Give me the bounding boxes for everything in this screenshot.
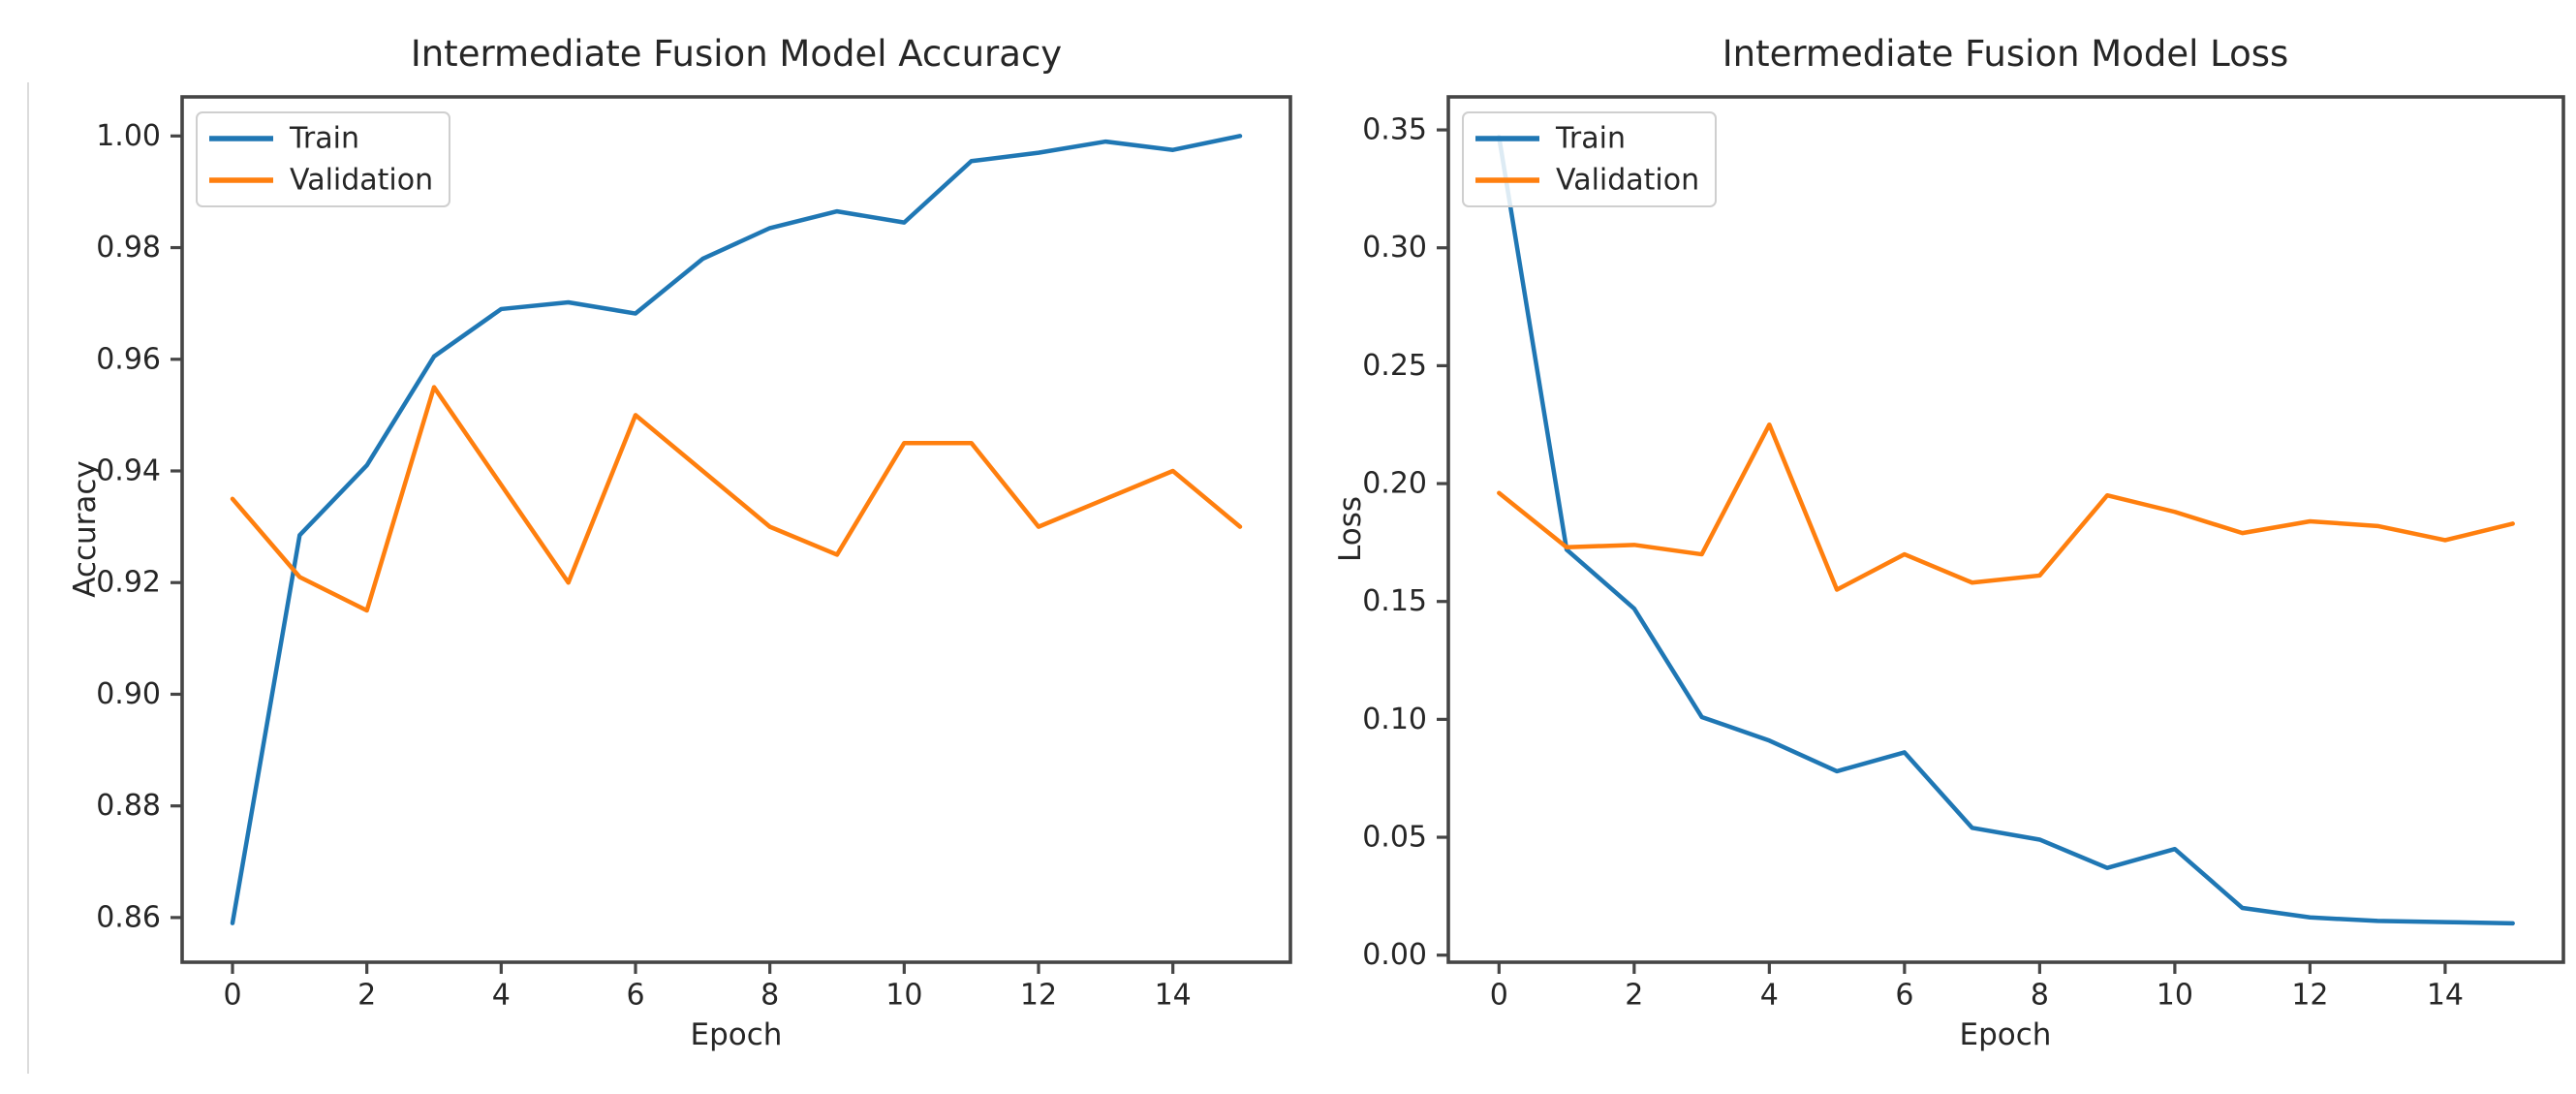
x-tick-label: 2: [357, 979, 376, 1013]
x-tick-label: 4: [1760, 979, 1779, 1013]
loss-xaxis-label: Epoch: [1959, 1017, 2052, 1052]
accuracy-yaxis-label: Accuracy: [68, 460, 103, 598]
x-tick-label: 10: [885, 979, 922, 1013]
validation-line: [1497, 422, 2515, 592]
legend: Train Validation: [1462, 111, 1717, 207]
x-tick-label: 4: [492, 979, 511, 1013]
y-tick-label: 0.15: [1362, 584, 1427, 618]
legend-train-label: Train: [1555, 122, 1626, 156]
loss-chart: 0 2 4 6 8 10 12 14 0.00 0.05 0.10 0.15 0.20 0.25 0.30 0…: [1362, 95, 2565, 1013]
x-tick-label: 14: [2427, 979, 2464, 1013]
axes-spines: [180, 95, 1292, 964]
x-tick-label: 8: [760, 979, 779, 1013]
x-tick-label: 8: [2031, 979, 2049, 1013]
validation-line: [230, 385, 1243, 613]
legend-validation-label: Validation: [1556, 164, 1699, 198]
loss-chart-title: Intermediate Fusion Model Loss: [1722, 33, 2289, 75]
loss-yaxis-label: Loss: [1333, 496, 1368, 562]
x-tick-label: 12: [1020, 979, 1057, 1013]
x-tick-label: 6: [1895, 979, 1913, 1013]
x-tick-label: 2: [1625, 979, 1643, 1013]
x-tick-label: 6: [626, 979, 644, 1013]
accuracy-chart: 0 2 4 6 8 10 12 14 0.86 0.88 0.90 0.92 0.94 0.96 0.98 1…: [96, 95, 1292, 1013]
legend-train-label: Train: [289, 122, 359, 156]
y-tick-label: 0.86: [96, 900, 161, 934]
y-tick-label: 0.35: [1362, 113, 1427, 147]
accuracy-xaxis-label: Epoch: [690, 1017, 783, 1052]
x-tick-label: 12: [2291, 979, 2328, 1013]
y-tick-label: 0.10: [1362, 703, 1427, 736]
x-tick-label: 10: [2157, 979, 2193, 1013]
accuracy-chart-title: Intermediate Fusion Model Accuracy: [410, 33, 1063, 75]
train-line: [1497, 135, 2515, 926]
y-tick-label: 0.20: [1362, 467, 1427, 501]
y-tick-label: 0.94: [96, 454, 161, 488]
legend-validation-label: Validation: [290, 164, 433, 198]
axes-spines: [1446, 95, 2565, 964]
legend: Train Validation: [196, 111, 450, 207]
y-tick-label: 1.00: [96, 119, 161, 153]
y-tick-label: 0.90: [96, 677, 161, 711]
left-edge-divider: [27, 82, 29, 1074]
train-line: [230, 134, 1243, 925]
y-tick-label: 0.00: [1362, 938, 1427, 972]
y-tick-label: 0.30: [1362, 231, 1427, 265]
y-tick-label: 0.05: [1362, 821, 1427, 855]
y-tick-label: 0.92: [96, 566, 161, 600]
x-tick-label: 0: [223, 979, 241, 1013]
y-tick-label: 0.98: [96, 231, 161, 265]
y-tick-label: 0.96: [96, 342, 161, 376]
x-tick-label: 0: [1490, 979, 1508, 1013]
y-tick-label: 0.88: [96, 789, 161, 823]
x-tick-label: 14: [1155, 979, 1192, 1013]
y-tick-label: 0.25: [1362, 349, 1427, 383]
